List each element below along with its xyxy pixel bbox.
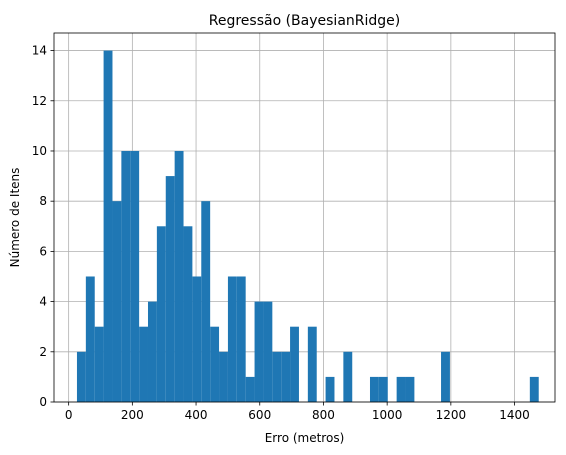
y-tick-label: 12: [32, 94, 47, 108]
plot-frame: [53, 32, 556, 403]
y-tick-label: 14: [32, 44, 47, 58]
histogram-bar: [210, 326, 220, 402]
histogram-bar: [183, 226, 193, 402]
x-tick-label: 200: [121, 408, 144, 422]
y-tick-label: 10: [32, 144, 47, 158]
histogram-bar: [281, 351, 291, 402]
histogram-bar: [369, 376, 379, 402]
histogram-bar: [227, 276, 237, 402]
histogram-bar: [130, 150, 140, 402]
histogram-bar: [272, 351, 282, 402]
histogram-bar: [325, 376, 335, 402]
x-tick-label: 1200: [436, 408, 467, 422]
histogram-bar: [236, 276, 246, 402]
histogram-bar: [139, 326, 148, 402]
histogram-bar: [245, 376, 255, 402]
chart-title: Regressão (BayesianRidge): [209, 13, 401, 29]
histogram-bar: [103, 50, 113, 402]
histogram-bars: [76, 50, 539, 402]
histogram-bar: [529, 376, 539, 402]
histogram-bar: [174, 150, 184, 402]
x-tick-label: 1400: [499, 408, 530, 422]
x-tick-label: 1000: [372, 408, 403, 422]
histogram-bar: [94, 326, 104, 402]
histogram-bar: [343, 351, 353, 402]
histogram-bar: [201, 201, 211, 402]
histogram-bar: [307, 326, 317, 402]
histogram-bar: [147, 301, 157, 402]
axis-ticks: 0 200 400 600 800 1000 1200 1400 0 2 4 6 8 10 12 14: [32, 44, 530, 422]
histogram-bar: [192, 276, 202, 402]
y-tick-label: 0: [39, 395, 47, 409]
histogram-bar: [76, 351, 86, 402]
histogram-bar: [121, 150, 131, 402]
histogram-bar: [85, 276, 95, 402]
y-tick-label: 2: [39, 345, 47, 359]
x-tick-label: 600: [248, 408, 271, 422]
x-tick-label: 800: [312, 408, 335, 422]
histogram-bar: [378, 376, 388, 402]
y-tick-label: 4: [39, 295, 47, 309]
histogram-bar: [290, 326, 299, 402]
x-tick-label: 0: [65, 408, 73, 422]
x-tick-label: 400: [185, 408, 208, 422]
histogram-bar: [405, 376, 415, 402]
grid-lines: [54, 33, 555, 403]
histogram-bar: [263, 301, 273, 402]
histogram-bar: [396, 376, 406, 402]
y-tick-label: 6: [39, 244, 47, 258]
histogram-bar: [165, 176, 175, 402]
histogram-bar: [219, 351, 228, 402]
x-axis-label: Erro (metros): [265, 431, 345, 445]
histogram-bar: [254, 301, 264, 402]
y-axis-label: Número de Itens: [8, 168, 22, 268]
y-tick-label: 8: [39, 194, 47, 208]
histogram-bar: [441, 351, 450, 402]
histogram-bar: [156, 226, 166, 402]
histogram-bar: [112, 201, 122, 402]
